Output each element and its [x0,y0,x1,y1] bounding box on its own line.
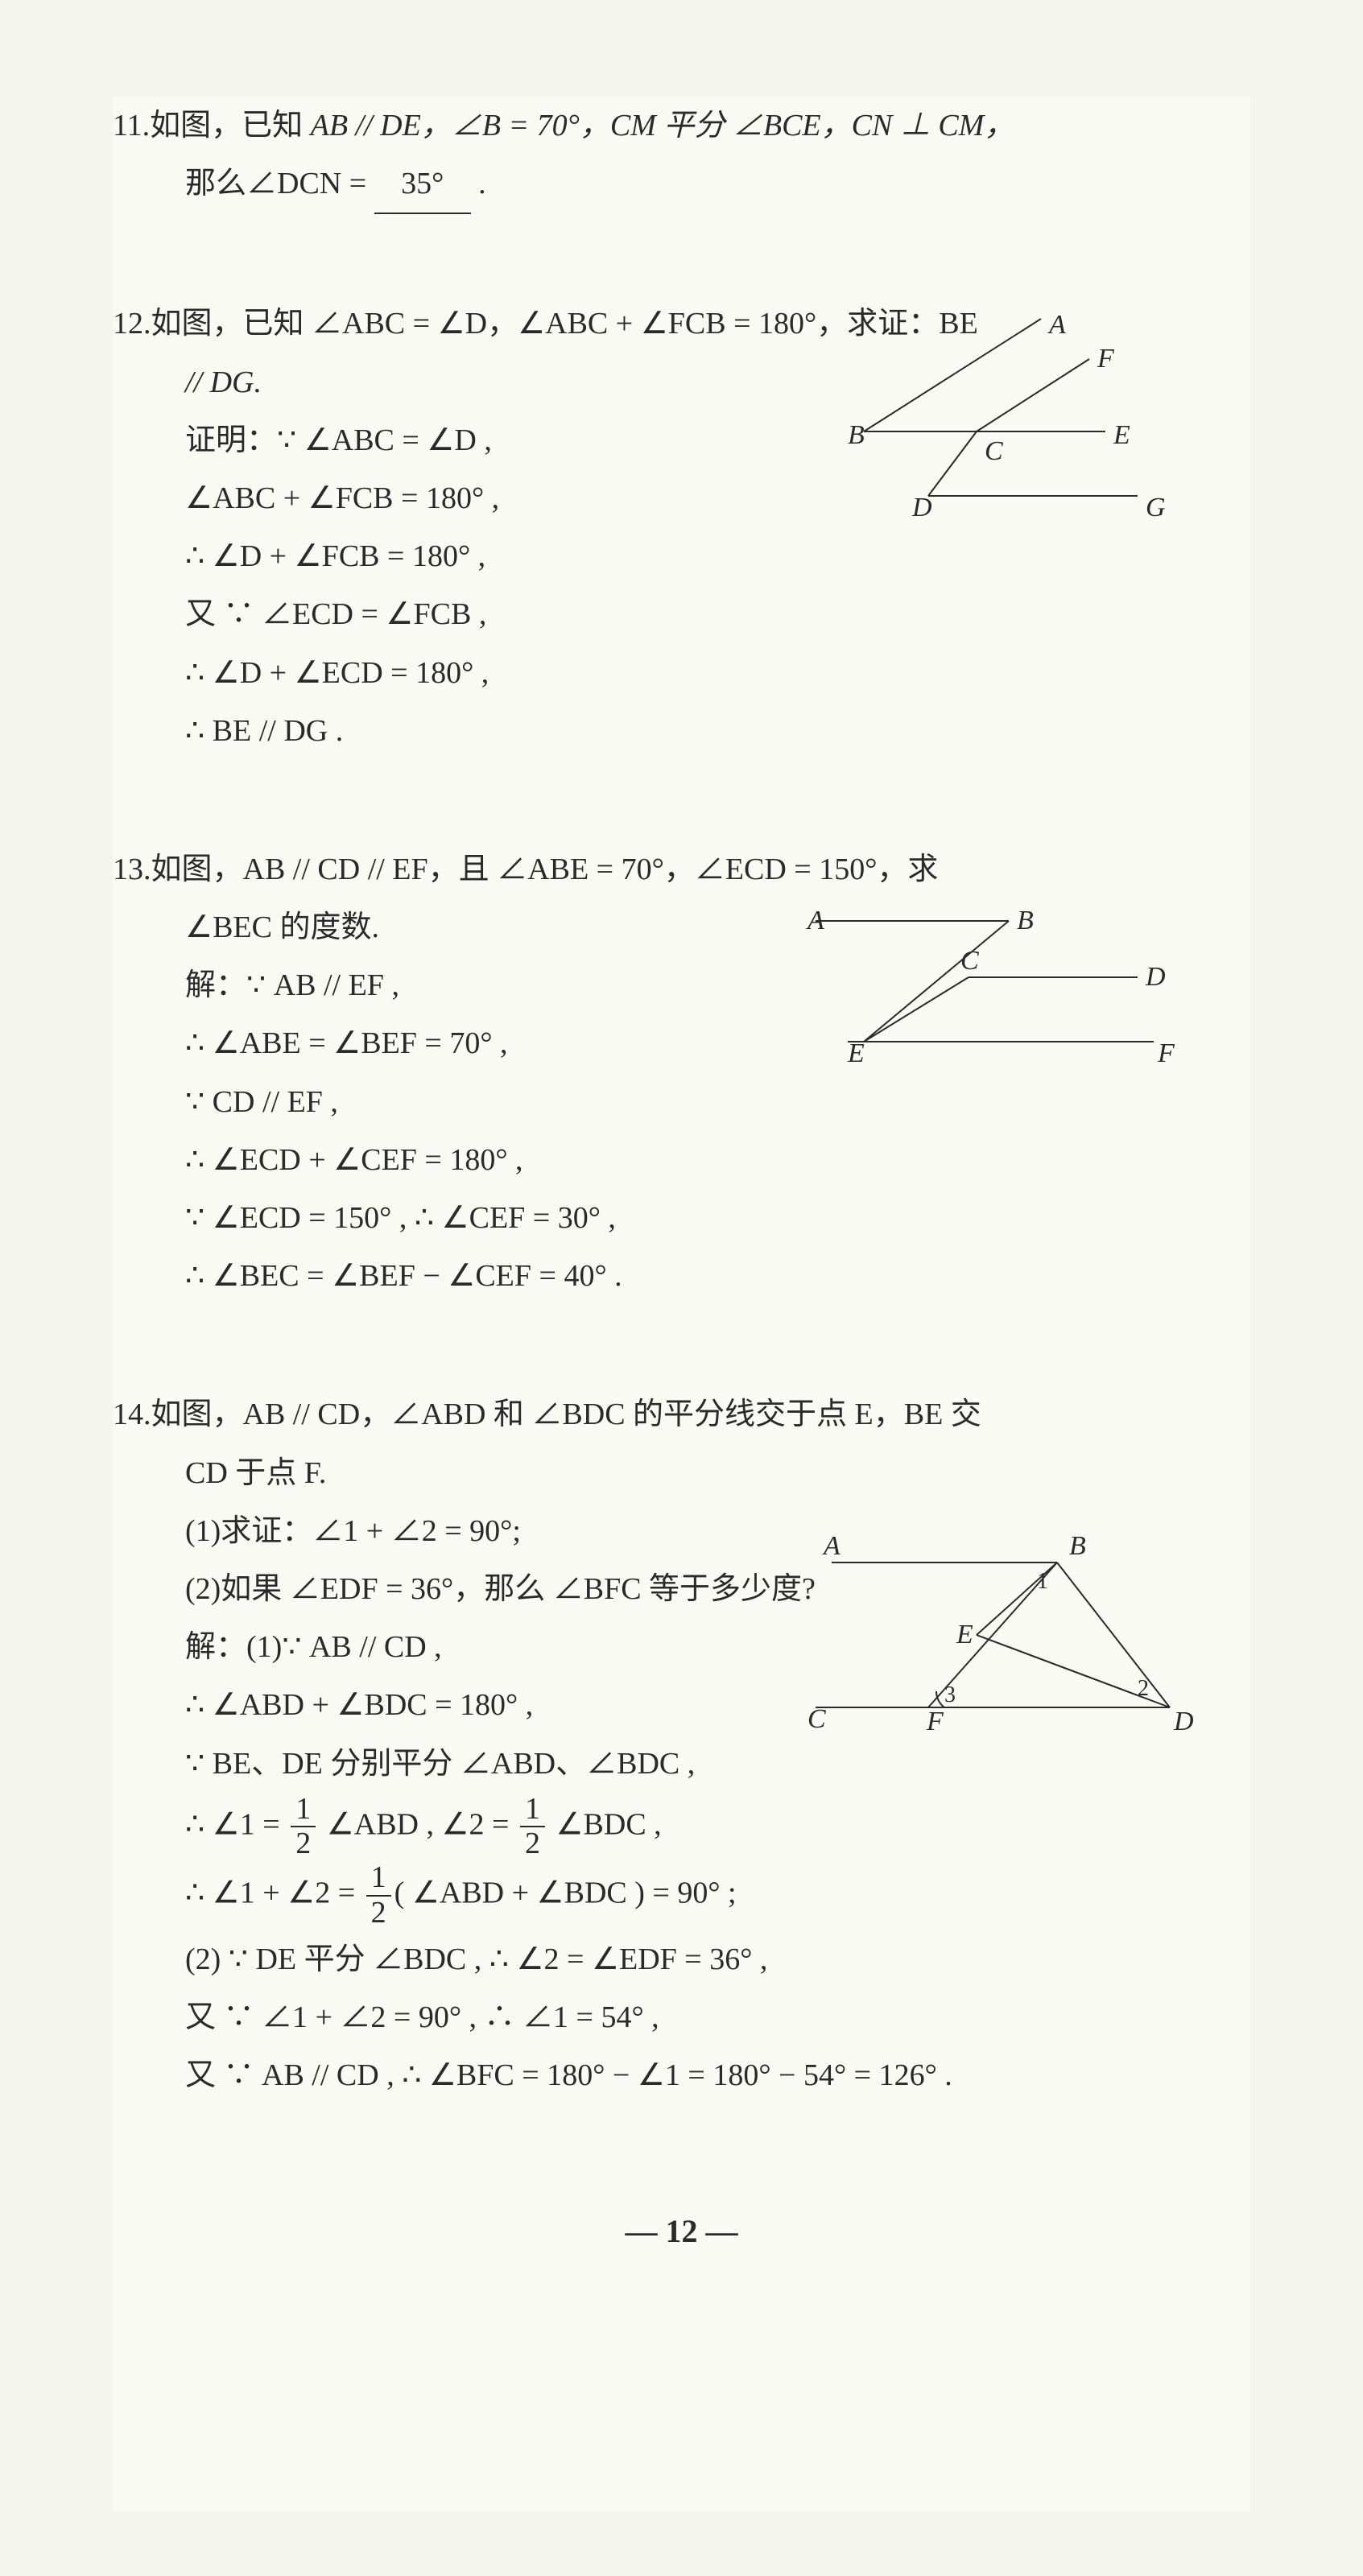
p14-s5b: ( ∠ABD + ∠BDC ) = 90° ; [394,1876,737,1910]
p14-s8: 又 ∵ AB // CD , ∴ ∠BFC = 180° − ∠1 = 180°… [113,2046,1250,2104]
frac-half-3: 12 [366,1861,391,1930]
label-A: A [1047,311,1066,340]
p13-text-a: 如图，AB // CD // EF，且 ∠ABE = 70°，∠ECD = 15… [151,852,939,886]
label-A: A [822,1531,841,1561]
frac-half-1: 12 [291,1793,316,1862]
figure-13-svg: A B C D E F [799,889,1234,1082]
p14-s1-m: ∵ AB // CD , [282,1630,441,1664]
p12-s4: 又 ∵ ∠ECD = ∠FCB , [113,585,1250,643]
label-B: B [1017,906,1034,935]
label-G: G [1146,493,1166,520]
p14-text-a: 如图，AB // CD，∠ABD 和 ∠BDC 的平分线交于点 E，BE 交 [151,1397,981,1431]
p13-s6: ∴ ∠BEC = ∠BEF − ∠CEF = 40° . [113,1247,1250,1305]
p11-text-a: 如图，已知 [150,109,311,142]
p14-line2: CD 于点 F. [113,1444,1250,1502]
p11-math-a: AB // DE，∠B = 70°，CM 平分 ∠BCE，CN ⊥ CM， [311,109,1015,142]
figure-13: A B C D E F [799,889,1234,1082]
label-F: F [926,1707,944,1736]
label-C: C [985,436,1003,466]
figure-12-svg: A F B C E D G [816,311,1234,520]
label-C: C [807,1704,826,1734]
label-B: B [1069,1531,1086,1561]
p14-s3: ∵ BE、DE 分别平分 ∠ABD、∠BDC , [113,1735,1250,1793]
label-D: D [1173,1707,1194,1736]
label-A: A [806,906,824,935]
label-F: F [1097,344,1115,374]
problem-number: 14. [113,1397,151,1431]
problem-13: A B C D E F 13.如图，AB // CD // EF，且 ∠ABE … [113,840,1250,1306]
p14-s4: ∴ ∠1 = 12 ∠ABD , ∠2 = 12 ∠BDC , [113,1793,1250,1862]
p14-s6: (2) ∵ DE 平分 ∠BDC , ∴ ∠2 = ∠EDF = 36° , [113,1930,1250,1988]
p11-answer-blank: 35° [374,155,471,214]
p14-line1: 14.如图，AB // CD，∠ABD 和 ∠BDC 的平分线交于点 E，BE … [113,1385,1250,1443]
p12-s6: ∴ BE // DG . [113,702,1250,760]
sol-label: 解： [185,968,246,1002]
p13-s5: ∵ ∠ECD = 150° , ∴ ∠CEF = 30° , [113,1189,1250,1247]
label-3: 3 [944,1682,956,1707]
label-B: B [848,420,865,450]
p11-text-b: 那么∠DCN = [185,167,374,200]
p12-s1-m: ∵ ∠ABC = ∠D , [277,423,492,457]
figure-14-svg: A B C F D E 1 2 3 [799,1530,1234,1740]
p12-s5: ∴ ∠D + ∠ECD = 180° , [113,644,1250,702]
figure-12: A F B C E D G [816,311,1234,520]
label-E: E [1113,420,1130,450]
p14-s7: 又 ∵ ∠1 + ∠2 = 90° , ∴ ∠1 = 54° , [113,1988,1250,2046]
problem-number: 11. [113,109,150,142]
label-D: D [911,493,932,520]
problem-number: 12. [113,307,151,341]
p14-s5: ∴ ∠1 + ∠2 = 12( ∠ABD + ∠BDC ) = 90° ; [113,1861,1250,1930]
frac-half-2: 12 [520,1793,545,1862]
p13-s1-m: ∵ AB // EF , [246,968,399,1002]
label-1: 1 [1037,1569,1048,1594]
proof-label: 证明： [185,423,277,457]
label-D: D [1145,962,1166,992]
page-number: — 12 — [113,2201,1250,2262]
problem-11: 11.如图，已知 AB // DE，∠B = 70°，CM 平分 ∠BCE，CN… [113,97,1250,214]
p14-s4b: ∠ABD , ∠2 = [319,1807,517,1841]
page: 11.如图，已知 AB // DE，∠B = 70°，CM 平分 ∠BCE，CN… [113,97,1250,2512]
p11-line2: 那么∠DCN = 35° . [113,155,1250,214]
p14-s5a: ∴ ∠1 + ∠2 = [185,1876,363,1910]
p13-s4: ∴ ∠ECD + ∠CEF = 180° , [113,1131,1250,1189]
problem-12: A F B C E D G 12.如图，已知 ∠ABC = ∠D，∠ABC + … [113,295,1250,760]
label-F: F [1157,1038,1175,1068]
figure-14: A B C F D E 1 2 3 [799,1530,1234,1740]
p11-line1: 11.如图，已知 AB // DE，∠B = 70°，CM 平分 ∠BCE，CN… [113,97,1250,155]
p11-text-c: . [471,167,486,200]
label-E: E [847,1038,865,1068]
label-E: E [956,1620,973,1649]
p14-s4c: ∠BDC , [548,1807,662,1841]
label-2: 2 [1138,1676,1149,1701]
problem-14: A B C F D E 1 2 3 14.如图，AB // CD，∠ABD 和 … [113,1385,1250,2104]
problem-number: 13. [113,852,151,886]
p14-s4a: ∴ ∠1 = [185,1807,287,1841]
sol-label: 解：(1) [185,1630,282,1664]
label-C: C [960,946,979,976]
p12-s3: ∴ ∠D + ∠FCB = 180° , [113,527,1250,585]
